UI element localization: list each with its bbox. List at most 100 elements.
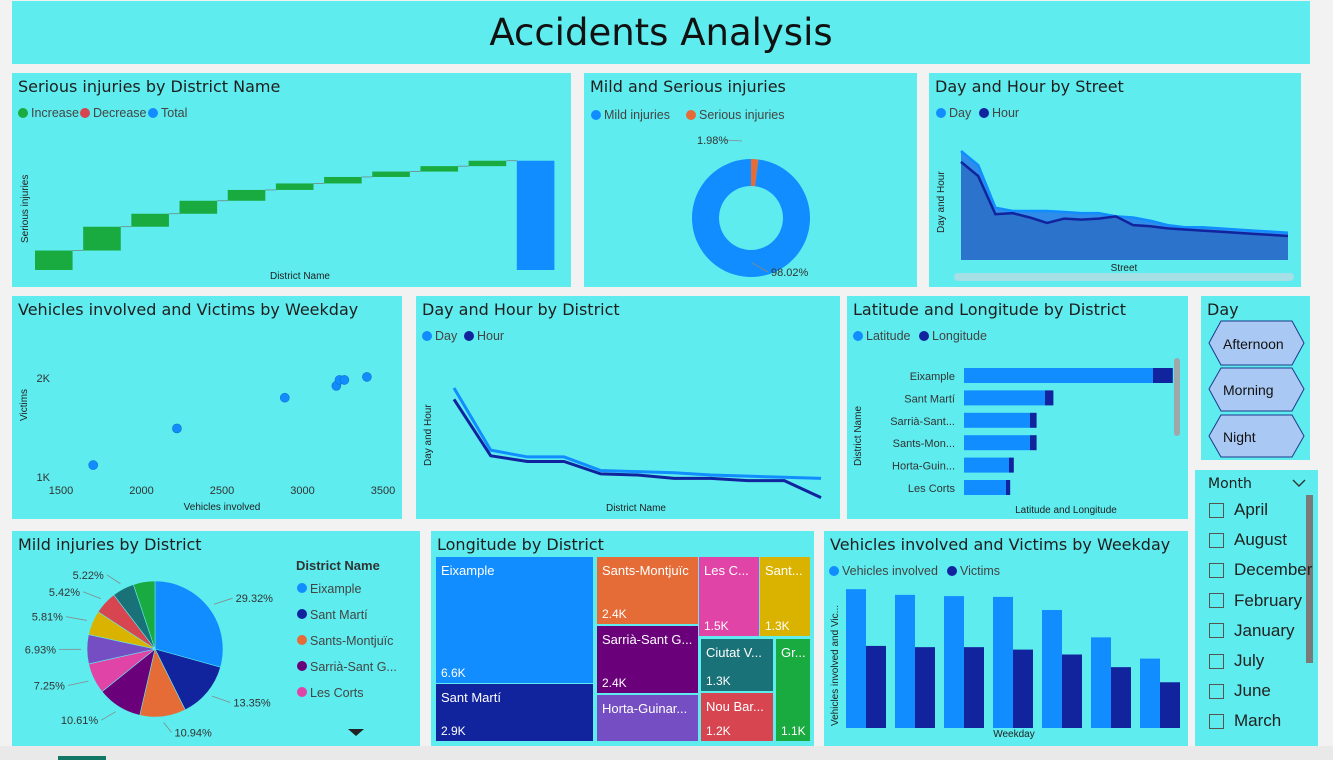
active-page-tab[interactable]: [58, 756, 106, 760]
hbar-longitude-bar: [1030, 435, 1037, 451]
month-option-august[interactable]: August: [1209, 529, 1287, 551]
pie-data-label: 5.22%: [73, 570, 104, 582]
columns-chart: Vehicles involved Victims Weekday Vehicles …: [829, 564, 1180, 740]
line-district-card[interactable]: Day and Hour by District Day Hour District…: [416, 296, 840, 519]
treemap-tile[interactable]: Sants-Montjuïc 2.4K: [597, 557, 698, 624]
treemap-tile[interactable]: Horta-Guinar...: [597, 695, 698, 741]
legend-marker: [979, 108, 989, 118]
day-slicer-card[interactable]: Day Afternoon Morning Night: [1201, 296, 1310, 460]
month-option-april[interactable]: April: [1209, 499, 1268, 521]
treemap-tile-label: Nou Bar...: [706, 699, 764, 714]
legend-marker: [591, 110, 601, 120]
pie-legend-label: Sants-Montjuïc: [310, 634, 393, 648]
hbar-category-label: Eixample: [910, 371, 955, 383]
scatter-card[interactable]: Vehicles involved and Victims by Weekday…: [12, 296, 402, 519]
scatter-x-tick: 2000: [129, 485, 153, 497]
hbar-x-axis-title: Latitude and Longitude: [1015, 505, 1117, 516]
month-option-december[interactable]: December: [1209, 559, 1312, 581]
slicer-button-morning[interactable]: Morning: [1208, 367, 1305, 412]
checkbox[interactable]: [1209, 653, 1224, 669]
donut-leader-line: [751, 262, 769, 273]
month-option-january[interactable]: January: [1209, 620, 1294, 642]
pie-card[interactable]: Mild injuries by District 29.32% 13.35% 10…: [12, 531, 420, 746]
area-horizontal-scrollbar[interactable]: [954, 273, 1294, 281]
month-option-june[interactable]: June: [1209, 680, 1271, 702]
column-victims-bar: [964, 647, 984, 728]
legend-label: Hour: [477, 329, 504, 343]
treemap-tile[interactable]: Gr... 1.1K: [776, 639, 810, 741]
donut-title: Mild and Serious injuries: [590, 77, 786, 96]
treemap-tile[interactable]: Eixample 6.6K: [436, 557, 593, 683]
month-option-label: June: [1234, 681, 1271, 701]
legend-marker: [464, 331, 474, 341]
scatter-chart: 1500 2000 2500 3000 3500 1K 2K Vehicles involve…: [19, 372, 395, 513]
treemap-tile[interactable]: Nou Bar... 1.2K: [701, 693, 773, 741]
column-vehicles-bar: [993, 596, 1013, 728]
checkbox[interactable]: [1209, 623, 1224, 639]
legend-scroll-down-icon[interactable]: [348, 729, 364, 736]
line-series-day: [452, 387, 822, 480]
column-victims-bar: [1013, 649, 1033, 728]
hbar-card[interactable]: Latitude and Longitude by District Latit…: [847, 296, 1188, 519]
pie-leader-line: [163, 722, 172, 733]
checkbox[interactable]: [1209, 683, 1224, 699]
slicer-button-night[interactable]: Night: [1208, 414, 1305, 458]
chevron-down-icon[interactable]: [1292, 479, 1306, 487]
pie-data-label: 10.94%: [174, 727, 212, 739]
month-option-march[interactable]: March: [1209, 710, 1281, 732]
legend-label: Day: [435, 329, 458, 343]
donut-slice-mild: [692, 159, 810, 277]
waterfall-y-axis-title: Serious injuries: [20, 175, 31, 243]
hbar-longitude-bar: [1006, 480, 1011, 495]
legend-marker: [686, 110, 696, 120]
legend-marker: [947, 566, 957, 576]
area-x-axis-title: Street: [1111, 263, 1138, 274]
day-slicer-buttons: Afternoon Morning Night: [1208, 320, 1305, 458]
area-fill-hour: [961, 161, 1288, 260]
hbar-category-label: Sant Martí: [904, 393, 955, 405]
area-line-day: [960, 150, 1289, 234]
treemap-tile[interactable]: Sarrià-Sant G... 2.4K: [597, 626, 698, 693]
treemap-tile[interactable]: Ciutat V... 1.3K: [701, 639, 773, 691]
donut-chart: Mild injuries Serious injuries 1.98% 98.02%: [591, 108, 810, 279]
checkbox[interactable]: [1209, 562, 1224, 578]
treemap-tile[interactable]: Sant... 1.3K: [760, 557, 810, 636]
checkbox[interactable]: [1209, 532, 1224, 548]
pie-slice: [132, 580, 156, 650]
donut-card[interactable]: Mild and Serious injuries Mild injuries S…: [584, 73, 917, 287]
scatter-y-axis-title: Victims: [19, 389, 30, 421]
hbar-chart: Latitude Longitude Eixample Sant Martí Sarri…: [853, 329, 1180, 516]
treemap-tile[interactable]: Les C... 1.5K: [699, 557, 759, 636]
slicer-button-afternoon[interactable]: Afternoon: [1208, 320, 1305, 366]
legend-label: Decrease: [93, 106, 147, 120]
column-victims-bar: [866, 645, 886, 728]
column-victims-bar: [1062, 654, 1082, 728]
area-street-card[interactable]: Day and Hour by Street Day Hour Street Day …: [929, 73, 1301, 287]
month-slicer-card[interactable]: Month April August December February January…: [1195, 470, 1318, 746]
month-option-july[interactable]: July: [1209, 650, 1264, 672]
checkbox[interactable]: [1209, 713, 1224, 729]
pie-leader-line: [211, 695, 231, 703]
hbar-latitude-bar: [964, 435, 1030, 451]
treemap-card[interactable]: Longitude by District Eixample 6.6K Sant M…: [431, 531, 814, 746]
waterfall-card[interactable]: Serious injuries by District Name Increa…: [12, 73, 571, 287]
treemap-tile-label: Sarrià-Sant G...: [602, 632, 693, 647]
month-slicer-title: Month: [1208, 476, 1252, 492]
month-option-label: December: [1234, 560, 1313, 580]
column-victims-bar: [1160, 682, 1180, 728]
scatter-y-tick: 2K: [37, 373, 51, 385]
columns-card[interactable]: Vehicles involved and Victims by Weekday…: [824, 531, 1188, 746]
area-y-axis-title: Day and Hour: [936, 171, 947, 233]
legend-label: Total: [161, 106, 187, 120]
checkbox[interactable]: [1209, 502, 1224, 518]
treemap-tile[interactable]: Sant Martí 2.9K: [436, 684, 593, 741]
treemap-tile-value: 1.2K: [706, 724, 731, 738]
month-option-february[interactable]: February: [1209, 590, 1302, 612]
columns-title: Vehicles involved and Victims by Weekday: [830, 535, 1171, 554]
scatter-title: Vehicles involved and Victims by Weekday: [18, 300, 359, 319]
month-slicer-scrollbar[interactable]: [1306, 495, 1313, 663]
legend-marker: [18, 108, 28, 118]
hbar-scrollbar[interactable]: [1174, 358, 1180, 436]
treemap-tile-label: Horta-Guinar...: [602, 701, 688, 716]
checkbox[interactable]: [1209, 593, 1224, 609]
